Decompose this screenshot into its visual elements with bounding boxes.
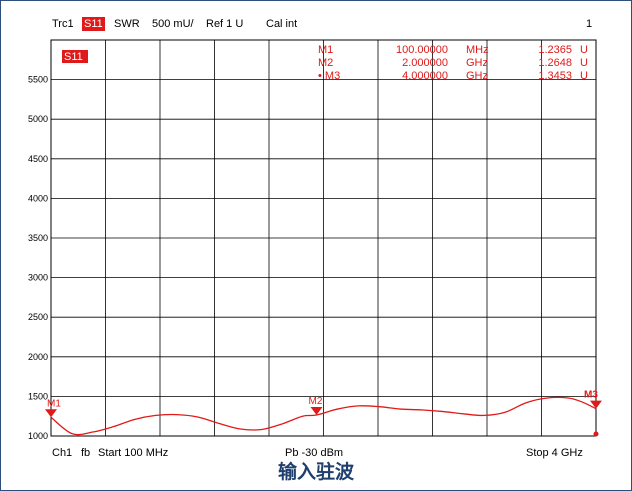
swr-trace-line <box>50 396 597 436</box>
trace-end-dot <box>593 431 599 437</box>
marker-flag-label: M1 <box>47 398 61 409</box>
trace-name: Trc1 <box>52 18 74 30</box>
channel-index: 1 <box>586 18 593 30</box>
param-badge: S11 <box>82 17 105 31</box>
marker-name: • M3 <box>318 70 340 82</box>
y-tick-label: 4500 <box>28 154 48 164</box>
marker-flag-label: M2 <box>309 396 323 407</box>
trace-label: S11 <box>64 51 83 63</box>
marker-freq-unit: GHz <box>466 70 488 82</box>
marker-name: M1 <box>318 44 333 56</box>
marker-flag-label: M3 <box>584 390 598 401</box>
format-label: SWR <box>114 18 140 30</box>
marker-frequency: 100.00000 <box>396 44 448 56</box>
ref-label: Ref 1 U <box>206 18 244 30</box>
footer-stop: Stop 4 GHz <box>526 447 583 459</box>
y-tick-label: 3000 <box>28 273 48 283</box>
footer-channel: Ch1 <box>52 447 73 459</box>
marker-triangle <box>45 409 57 418</box>
marker-frequency: 2.000000 <box>402 57 448 69</box>
y-tick-label: 4000 <box>28 193 48 203</box>
marker-frequency: 4.000000 <box>402 70 448 82</box>
y-tick-label: 1000 <box>28 431 48 441</box>
y-tick-label: 5500 <box>28 75 48 85</box>
marker-value-unit: U <box>580 70 588 82</box>
cal-label: Cal int <box>266 18 298 30</box>
y-tick-label: 5000 <box>28 114 48 124</box>
trace-label-badge <box>62 50 88 63</box>
marker-value: 1.2365 <box>538 44 572 56</box>
marker-value-unit: U <box>580 57 588 69</box>
caption: 输入驻波 <box>277 462 354 483</box>
marker-value: 1.2648 <box>538 57 572 69</box>
footer-mode: fb <box>81 447 91 459</box>
y-tick-label: 2000 <box>28 352 48 362</box>
marker-value: 1.3453 <box>538 70 572 82</box>
marker-triangle <box>310 407 323 416</box>
y-tick-label: 3500 <box>28 233 48 243</box>
marker-freq-unit: GHz <box>466 57 488 69</box>
marker-name: M2 <box>318 57 333 69</box>
marker-value-unit: U <box>580 44 588 56</box>
marker-triangle <box>590 400 602 409</box>
y-tick-label: 2500 <box>28 312 48 322</box>
footer-power: Pb -30 dBm <box>285 447 344 459</box>
scale-label: 500 mU/ <box>152 18 194 30</box>
y-tick-label: 1500 <box>28 391 48 401</box>
footer-start: Start 100 MHz <box>98 447 169 459</box>
marker-freq-unit: MHz <box>466 44 489 56</box>
